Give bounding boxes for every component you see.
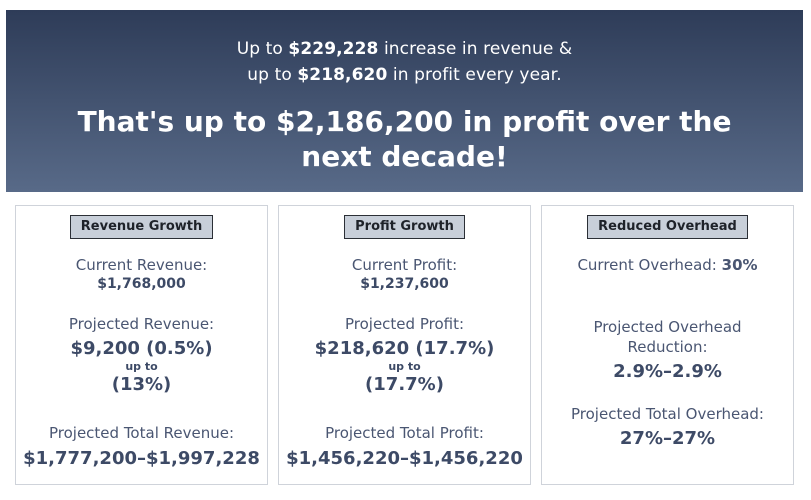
revenue-growth-card: Revenue Growth Current Revenue: $1,768,0… bbox=[15, 205, 268, 485]
hero-line1-prefix: Up to bbox=[236, 39, 289, 59]
hero-revenue-increase: $229,228 bbox=[288, 39, 379, 59]
projected-revenue-value: $9,200 (0.5%) bbox=[70, 338, 213, 359]
total-overhead-label: Projected Total Overhead: bbox=[571, 405, 764, 423]
projected-revenue-label: Projected Revenue: bbox=[68, 315, 215, 333]
total-profit-value: $1,456,220–$1,456,220 bbox=[286, 448, 523, 469]
projected-overhead-label: Projected Overhead Reduction: bbox=[593, 318, 742, 356]
current-revenue-label: Current Revenue: bbox=[75, 256, 208, 274]
profit-growth-card: Profit Growth Current Profit: $1,237,600… bbox=[278, 205, 531, 485]
projected-profit-max: (17.7%) bbox=[365, 374, 444, 395]
hero-line2-suffix: in profit every year. bbox=[387, 65, 562, 85]
hero-line2-prefix: up to bbox=[247, 65, 298, 85]
current-overhead-label: Current Overhead: bbox=[577, 256, 717, 274]
projected-profit-value: $218,620 (17.7%) bbox=[314, 338, 495, 359]
total-revenue-value: $1,777,200–$1,997,228 bbox=[23, 448, 260, 469]
current-overhead-line: Current Overhead: 30% bbox=[542, 256, 793, 275]
hero-headline: That's up to $2,186,200 in profit over t… bbox=[77, 105, 732, 173]
projected-profit-label: Projected Profit: bbox=[344, 315, 465, 333]
total-overhead-value: 27%–27% bbox=[619, 428, 716, 449]
current-overhead-value: 30% bbox=[721, 256, 758, 274]
total-revenue-label: Projected Total Revenue: bbox=[48, 424, 235, 442]
current-profit-label: Current Profit: bbox=[351, 256, 458, 274]
current-profit-value: $1,237,600 bbox=[360, 276, 449, 292]
reduced-overhead-card: Reduced Overhead Current Overhead: 30% P… bbox=[541, 205, 794, 485]
hero-line1-suffix: increase in revenue & bbox=[378, 39, 573, 59]
hero-profit-line: up to $218,620 in profit every year. bbox=[6, 62, 803, 88]
card-title: Reduced Overhead bbox=[587, 215, 748, 239]
hero-revenue-line: Up to $229,228 increase in revenue & bbox=[6, 36, 803, 62]
current-revenue-value: $1,768,000 bbox=[97, 276, 186, 292]
card-title: Revenue Growth bbox=[69, 215, 214, 239]
card-title: Profit Growth bbox=[344, 215, 465, 239]
upto-label: up to bbox=[388, 360, 421, 373]
projected-revenue-max: (13%) bbox=[111, 374, 172, 395]
upto-label: up to bbox=[125, 360, 158, 373]
hero-profit-increase: $218,620 bbox=[297, 65, 388, 85]
projected-overhead-value: 2.9%–2.9% bbox=[613, 361, 722, 382]
hero-banner: Up to $229,228 increase in revenue & up … bbox=[6, 10, 803, 192]
total-profit-label: Projected Total Profit: bbox=[325, 424, 484, 442]
